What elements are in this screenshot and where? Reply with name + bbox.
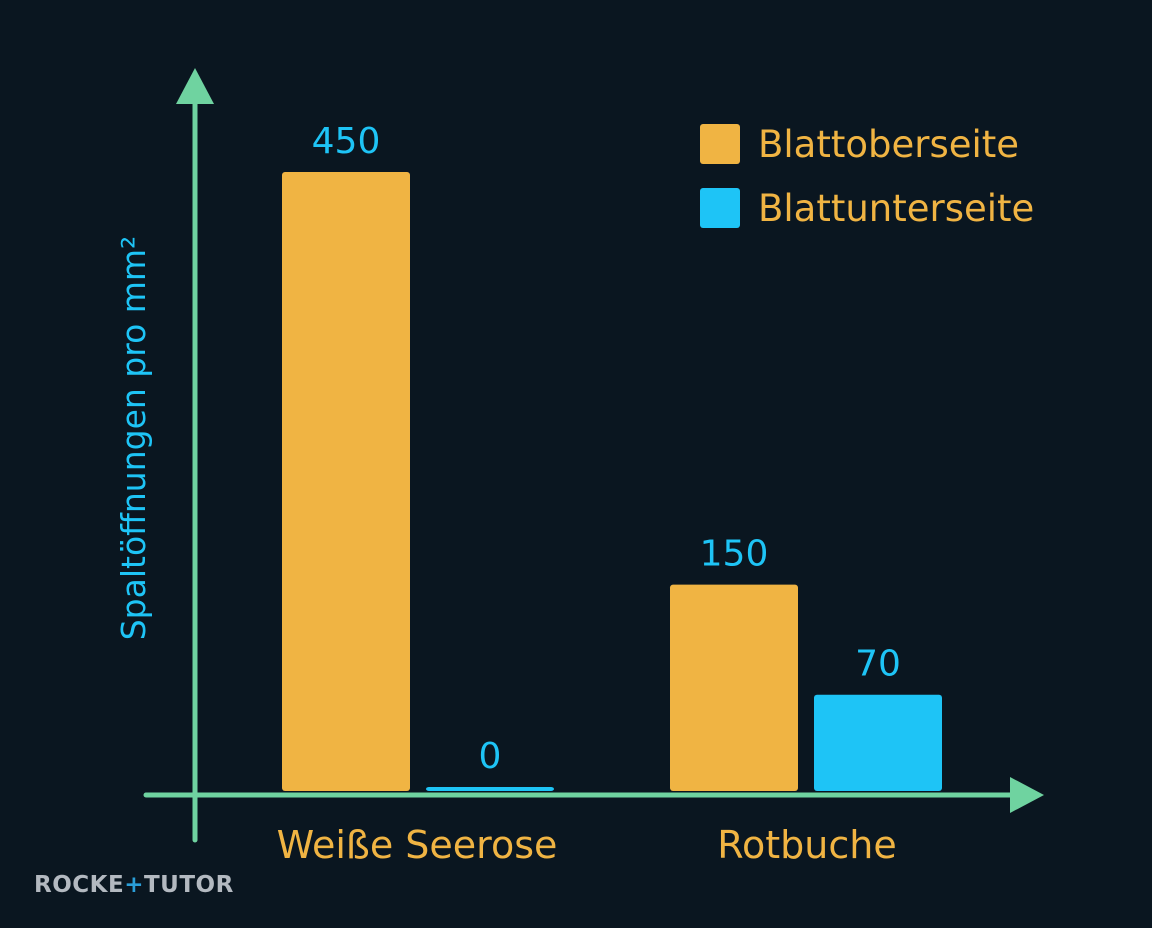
data-label: 150 xyxy=(700,534,769,575)
y-axis-arrowhead xyxy=(176,68,214,104)
data-label: 450 xyxy=(312,121,381,162)
brand-logo: ROCKE+TUTOR xyxy=(34,872,234,898)
axes xyxy=(143,68,1044,843)
category-labels-group: Weiße Seerose Rotbuche xyxy=(277,823,897,867)
legend-label: Blattoberseite xyxy=(758,123,1019,166)
brand-text: ROCKE xyxy=(34,872,124,898)
legend-swatch xyxy=(700,124,740,164)
legend-swatch xyxy=(700,188,740,228)
bar-rotbuche-blattoberseite xyxy=(670,584,798,791)
brand-text: TUTO xyxy=(144,872,216,898)
bar-wei-e-seerose-blattoberseite xyxy=(282,172,410,791)
bar-wei-e-seerose-blattunterseite xyxy=(426,787,554,791)
legend-label: Blattunterseite xyxy=(758,187,1034,230)
brand-plus: + xyxy=(124,872,144,898)
category-label: Weiße Seerose xyxy=(277,823,558,867)
data-label: 0 xyxy=(479,736,502,777)
bars-group xyxy=(282,172,942,791)
brand-r: R xyxy=(216,872,234,898)
x-axis-arrowhead xyxy=(1010,777,1044,813)
data-label: 70 xyxy=(855,644,901,685)
value-labels-group: 450 0 150 70 xyxy=(312,121,901,777)
bar-rotbuche-blattunterseite xyxy=(814,694,942,791)
y-axis-label: Spaltöffnungen pro mm² xyxy=(114,236,153,641)
legend: Blattoberseite Blattunterseite xyxy=(700,123,1034,230)
category-label: Rotbuche xyxy=(717,823,896,867)
